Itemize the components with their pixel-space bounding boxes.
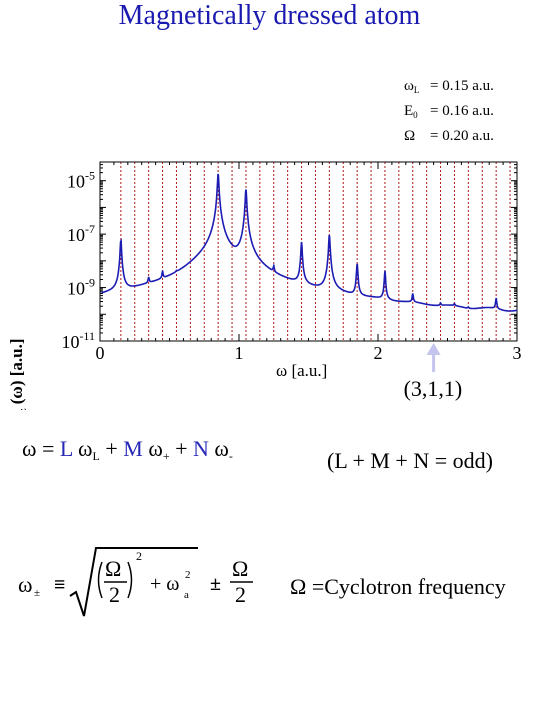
svg-text:Ω: Ω — [105, 556, 121, 581]
x-tick-label: 2 — [374, 343, 383, 363]
svg-text:2: 2 — [136, 549, 142, 563]
svg-text:+ ω: + ω — [150, 573, 179, 595]
arrow-head — [426, 343, 441, 355]
cyclotron-definition: Ω =Cyclotron frequency — [290, 574, 506, 599]
dotted-guide-lines — [120, 162, 511, 341]
slide-title: Magnetically dressed atom — [118, 0, 421, 31]
x-tick-label: 0 — [96, 343, 105, 363]
svg-text:a: a — [184, 589, 189, 601]
annotation-label: (3,1,1) — [404, 376, 463, 401]
y-tick-label: 10-11 — [61, 329, 95, 352]
x-tick-label: 1 — [235, 343, 244, 363]
x-tick-label: 3 — [513, 343, 522, 363]
y-tick-labels: 10-5 10-7 10-9 10-11 — [61, 169, 95, 352]
spectrum-chart: 10-5 10-7 10-9 10-11 0 1 2 3 Iz (ω) [a.u.] ω [… — [7, 161, 522, 410]
param-omega: Ω = 0.20 a.u. — [404, 128, 494, 144]
svg-text:Ω: Ω — [232, 556, 248, 581]
y-axis-label: Iz (ω) [a.u.] — [7, 338, 29, 410]
y-tick-label: 10-5 — [67, 169, 95, 192]
spectrum-line — [101, 173, 517, 312]
spectrum-curve — [101, 173, 517, 312]
frequency-equation: ω = L ωL + M ω+ + N ω- — [22, 436, 233, 463]
svg-text:±: ± — [210, 573, 221, 595]
x-axis-label: ω [a.u.] — [276, 361, 327, 380]
param-omega-l: ωL = 0.15 a.u. — [404, 78, 494, 95]
svg-text:±: ± — [34, 587, 40, 599]
plot-frame — [99, 161, 518, 342]
x-tick-labels: 0 1 2 3 — [96, 343, 522, 363]
annotation-arrow — [426, 343, 441, 372]
y-tick-label: 10-9 — [67, 276, 95, 299]
y-tick-label: 10-7 — [67, 222, 95, 245]
svg-text:ω: ω — [18, 572, 32, 597]
svg-text:≡: ≡ — [54, 574, 65, 596]
svg-text:2: 2 — [185, 569, 191, 581]
selection-rule: (L + M + N = odd) — [327, 448, 493, 473]
omega-pm-equation: ω ± ≡ Ω 2 2 + ω a 2 ± Ω 2 — [18, 547, 253, 617]
svg-text:2: 2 — [109, 582, 120, 607]
param-e0: E0 = 0.16 a.u. — [404, 103, 494, 120]
svg-text:2: 2 — [235, 582, 246, 607]
